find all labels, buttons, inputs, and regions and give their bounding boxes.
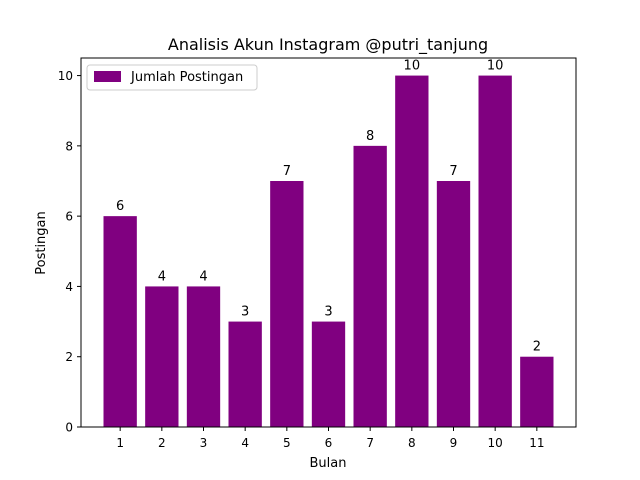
bars-layer (103, 75, 554, 428)
bar-value-label-2: 4 (158, 269, 166, 284)
x-tick-label-1: 1 (116, 436, 124, 450)
bar-7 (353, 145, 387, 427)
x-tick-label-3: 3 (200, 436, 208, 450)
chart-title: Analisis Akun Instagram @putri_tanjung (168, 35, 488, 55)
bar-9 (436, 181, 471, 427)
bar-5 (270, 181, 304, 427)
bar-value-label-9: 7 (449, 164, 457, 179)
bar-value-label-4: 3 (241, 305, 249, 320)
y-tick-label-4: 4 (65, 280, 73, 294)
x-tick-label-5: 5 (283, 436, 291, 450)
legend-label: Jumlah Postingan (130, 70, 243, 85)
bar-10 (478, 75, 512, 428)
y-axis: 0 2 4 6 8 10 (58, 69, 81, 435)
x-tick-label-7: 7 (366, 436, 374, 450)
bar-2 (145, 286, 179, 427)
legend-box (86, 64, 258, 91)
bar-8 (395, 75, 429, 428)
bar-value-label-11: 2 (533, 340, 541, 355)
bar-3 (186, 286, 221, 427)
bar-1 (103, 216, 137, 427)
y-axis-label: Postingan (34, 211, 49, 275)
bar-6 (311, 321, 346, 427)
x-tick-label-10: 10 (488, 436, 503, 450)
x-tick-label-6: 6 (325, 436, 333, 450)
y-tick-label-8: 8 (65, 139, 73, 153)
x-tick-label-9: 9 (450, 436, 458, 450)
x-tick-label-4: 4 (241, 436, 249, 450)
plot-frame (80, 57, 577, 428)
x-tick-label-8: 8 (408, 436, 416, 450)
bar-value-label-6: 3 (324, 305, 332, 320)
x-tick-label-11: 11 (529, 436, 544, 450)
bar-4 (228, 321, 262, 427)
x-axis-label: Bulan (310, 456, 347, 471)
bar-value-label-1: 6 (116, 199, 124, 214)
value-labels-layer: 6 4 4 3 7 3 8 10 7 10 2 (116, 59, 541, 355)
bar-value-label-5: 7 (283, 164, 291, 179)
y-tick-label-0: 0 (65, 421, 73, 435)
y-tick-label-6: 6 (65, 210, 73, 224)
bar-value-label-8: 10 (404, 59, 421, 74)
bar-value-label-7: 8 (366, 129, 374, 144)
bar-value-label-3: 4 (199, 269, 207, 284)
x-axis: 1 2 3 4 5 6 7 8 9 10 11 (116, 427, 544, 450)
bar-value-label-10: 10 (487, 59, 504, 74)
x-tick-label-2: 2 (158, 436, 166, 450)
y-tick-label-10: 10 (58, 69, 73, 83)
bar-11 (520, 356, 554, 427)
y-tick-label-2: 2 (65, 350, 73, 364)
legend: Jumlah Postingan (86, 64, 258, 91)
legend-swatch (94, 71, 121, 82)
